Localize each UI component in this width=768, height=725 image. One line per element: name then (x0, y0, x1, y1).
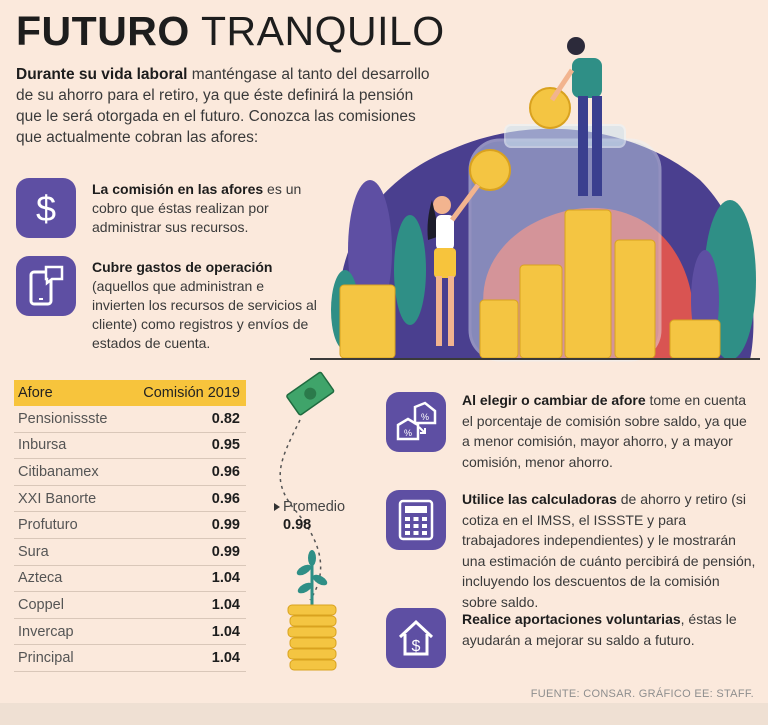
dollar-icon-box: $ (16, 178, 76, 238)
title-bold: FUTURO (16, 8, 190, 54)
table-row: Principal 1.04 (14, 645, 246, 672)
tip-choose-afore-title: Al elegir o cambiar de afore (462, 392, 646, 408)
table-row: Citibanamex 0.96 (14, 459, 246, 486)
afore-commission: 1.04 (211, 650, 240, 667)
feature-operations-text: (aquellos que administran e invierten lo… (92, 278, 317, 351)
svg-text:%: % (404, 428, 412, 438)
feature-commission-text: es un cobro que éstas realizan por admin… (92, 181, 302, 235)
afore-commission: 0.96 (211, 490, 240, 507)
afore-commission: 0.99 (211, 517, 240, 534)
svg-text:$: $ (36, 188, 56, 228)
afore-name: XXI Banorte (18, 490, 97, 507)
house-percent-icon-box: % % (386, 392, 446, 452)
footer-bar (0, 703, 768, 725)
table-row: Profuturo 0.99 (14, 512, 246, 539)
table-row: XXI Banorte 0.96 (14, 486, 246, 513)
table-row: Inbursa 0.95 (14, 433, 246, 460)
tip-voluntary-text: , éstas le ayudarán a mejorar su saldo a… (462, 611, 737, 648)
table-row: Azteca 1.04 (14, 566, 246, 593)
table-row: Invercap 1.04 (14, 619, 246, 646)
afore-name: Invercap (18, 623, 74, 640)
phone-message-icon (29, 265, 64, 306)
pointer-arrow-icon (274, 503, 280, 511)
table-header: Afore Comisión 2019 (14, 380, 246, 406)
feature-operations: Cubre gastos de operación (aquellos que … (92, 258, 318, 353)
savings-jar-illustration (310, 37, 760, 362)
table-header-afore: Afore (18, 385, 53, 401)
tip-choose-afore: Al elegir o cambiar de afore tome en cue… (462, 390, 758, 472)
svg-text:%: % (421, 412, 429, 422)
afore-name: Pensionissste (18, 410, 108, 427)
afore-commission: 0.95 (211, 437, 240, 454)
average-commission: Promedio 0.98 (272, 498, 345, 534)
house-dollar-icon: $ (398, 619, 434, 656)
afore-name: Sura (18, 543, 49, 560)
afore-name: Principal (18, 650, 74, 667)
intro-paragraph: Durante su vida laboral manténgase al ta… (16, 64, 436, 148)
coin-stack-icon (287, 604, 337, 671)
tip-voluntary-contributions: Realice aportaciones voluntarias, éstas … (462, 609, 758, 650)
table-row: Pensionissste 0.82 (14, 406, 246, 433)
intro-text: manténgase al tanto del desarrollo de su… (16, 66, 430, 146)
afore-name: Coppel (18, 596, 64, 613)
feature-operations-title: Cubre gastos de operación (92, 259, 273, 275)
tip-calculators-text: de ahorro y retiro (si cotiza en el IMSS… (462, 491, 756, 610)
afore-name: Inbursa (18, 437, 67, 454)
afore-name: Azteca (18, 570, 63, 587)
feature-commission-title: La comisión en las afores (92, 181, 264, 197)
afore-commission: 1.04 (211, 596, 240, 613)
dollar-icon: $ (36, 188, 56, 228)
tip-voluntary-title: Realice aportaciones voluntarias (462, 611, 681, 627)
tip-choose-afore-text: tome en cuenta el porcentaje de comisión… (462, 392, 747, 470)
afore-name: Citibanamex (18, 463, 99, 480)
calculator-icon (398, 499, 434, 541)
afore-commission-table: Afore Comisión 2019 Pensionissste 0.82 In… (14, 380, 246, 672)
average-label: Promedio (283, 499, 346, 515)
afore-commission: 0.82 (211, 410, 240, 427)
tip-calculators-title: Utilice las calculadoras (462, 491, 617, 507)
afore-name: Profuturo (18, 517, 78, 534)
calculator-icon-box (386, 490, 446, 550)
dotted-path-decoration (274, 371, 337, 671)
house-dollar-icon-box: $ (386, 608, 446, 668)
house-percent-icon: % % (396, 401, 437, 441)
afore-commission: 0.99 (211, 543, 240, 560)
table-row: Coppel 1.04 (14, 592, 246, 619)
tip-calculators: Utilice las calculadoras de ahorro y ret… (462, 489, 758, 612)
phone-message-icon-box (16, 256, 76, 316)
table-header-commission: Comisión 2019 (143, 385, 240, 401)
afore-commission: 1.04 (211, 570, 240, 587)
source-note: FUENTE: CONSAR. GRÁFICO EE: STAFF. (530, 688, 754, 700)
title-light: TRANQUILO (200, 8, 445, 54)
feature-commission: La comisión en las afores es un cobro qu… (92, 180, 312, 237)
page-title: FUTURO TRANQUILO (16, 8, 445, 55)
afore-commission: 0.96 (211, 463, 240, 480)
intro-bold: Durante su vida laboral (16, 66, 188, 83)
table-row: Sura 0.99 (14, 539, 246, 566)
svg-text:$: $ (412, 638, 421, 655)
afore-commission: 1.04 (211, 623, 240, 640)
average-value: 0.98 (283, 517, 312, 533)
sprout-icon (296, 564, 312, 576)
